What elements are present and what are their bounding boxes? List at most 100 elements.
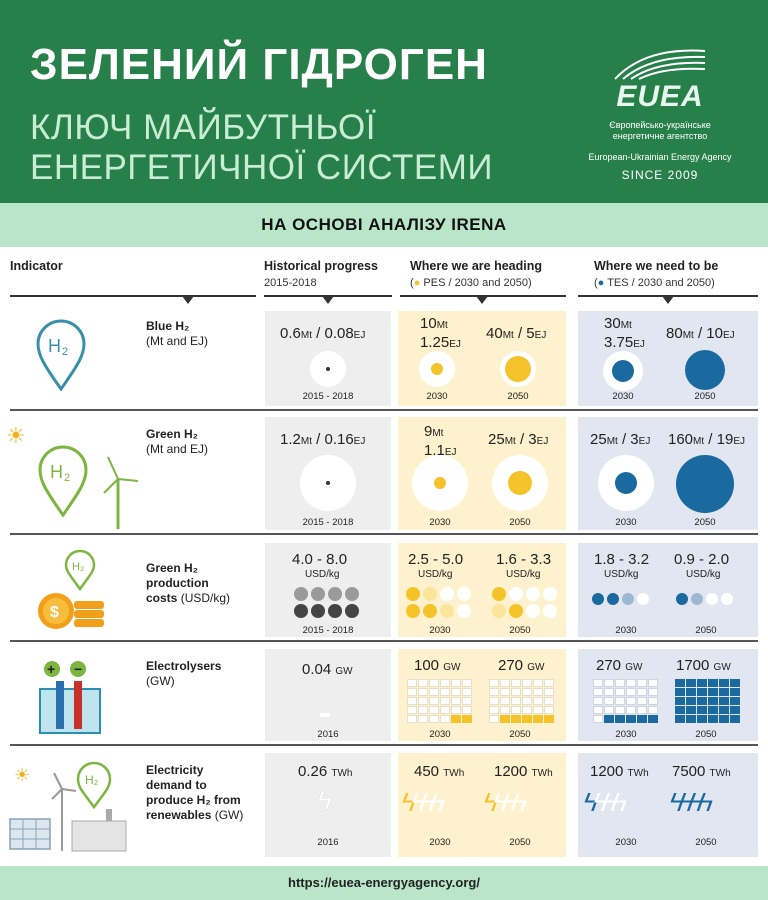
capacity-cell (686, 697, 696, 705)
capacity-cell (500, 688, 510, 696)
row5-hist-panel (265, 753, 391, 857)
row5-pes2030-unit: TWh (443, 768, 465, 779)
capacity-cell (593, 715, 603, 723)
capacity-cell (637, 688, 647, 696)
row2-tes2030-u1: Mt (606, 436, 618, 447)
capacity-cell (407, 706, 417, 714)
row4-tes2050-value: 1700 GW (676, 657, 731, 674)
row5-tes2030-year: 2030 (615, 837, 637, 848)
row5-pes2050-bolts-icon: ϟϟϟϟ (484, 787, 527, 817)
cost-dot (592, 593, 604, 605)
capacity-cell (489, 679, 499, 687)
capacity-cell (522, 697, 532, 705)
capacity-cell (489, 715, 499, 723)
row1-tes2030-value: 30Mt 3.75EJ (604, 315, 645, 353)
cost-dot (637, 593, 649, 605)
row4-tes2030-v: 270 (596, 657, 622, 674)
row2-tes2050-value: 160Mt / 19EJ (668, 431, 745, 448)
capacity-cell (511, 706, 521, 714)
cost-dot (294, 587, 308, 601)
row2-title: Green H₂ (146, 427, 199, 441)
row1-pes2030-dot (431, 363, 443, 375)
row1-title: Blue H₂ (146, 319, 190, 333)
capacity-cell (604, 715, 614, 723)
col-hist-sub: 2015-2018 (264, 277, 317, 289)
row4-pes2050-value: 270 GW (498, 657, 544, 674)
row5-label: Electricity demand to produce H₂ from re… (146, 763, 243, 823)
row5-tes2030-v: 1200 (590, 763, 624, 780)
capacity-cell (675, 688, 685, 696)
row1-tes2030-v1: 30 (604, 315, 621, 332)
row1-pes2030-v1: 10 (420, 315, 437, 332)
capacity-cell (418, 697, 428, 705)
cost-dot (543, 587, 557, 601)
row1-tes2050-value: 80Mt / 10EJ (666, 325, 735, 342)
row1-pes2050-sep: / 5 (513, 325, 535, 342)
row4-label: Electrolysers (GW) (146, 659, 221, 689)
cost-dot (492, 604, 506, 618)
capacity-cell (500, 706, 510, 714)
cost-dot (311, 604, 325, 618)
row1-sub: (Mt and EJ) (146, 334, 209, 348)
row2-pes2050-dot (508, 471, 532, 495)
row3-tes2030-year: 2030 (615, 625, 637, 636)
row5-title-l2: demand to (146, 778, 207, 792)
row2-pes2030-v2: 1.1 (424, 442, 445, 459)
row2-hist-sep: / 0.16 (311, 431, 354, 448)
row5-tes2050-v: 7500 (672, 763, 706, 780)
logo-since: SINCE 2009 (621, 168, 699, 182)
capacity-cell (615, 706, 625, 714)
row5-tes2050-year: 2050 (695, 837, 717, 848)
cost-dot (607, 593, 619, 605)
electrolyser-icon: + − (39, 661, 101, 734)
row3-title-l1: Green H₂ (146, 561, 199, 575)
row2-tes2030-sep: / 3 (617, 431, 639, 448)
capacity-cell (708, 715, 718, 723)
logo-ua-line1: Європейсько-українське (609, 120, 711, 130)
capacity-cell (697, 697, 707, 705)
cost-dot (457, 604, 471, 618)
cost-dot (509, 587, 523, 601)
row1-tes2030-u2: EJ (633, 339, 645, 350)
cost-dot (423, 587, 437, 601)
capacity-cell (730, 688, 740, 696)
logo-ua-line2: енергетичне агентство (612, 131, 708, 141)
capacity-cell (451, 706, 461, 714)
row2-tes2030-value: 25Mt / 3EJ (590, 431, 650, 448)
row5-tes2030-value: 1200 TWh (590, 763, 649, 780)
capacity-cell (489, 688, 499, 696)
row2-pes2030-dot (434, 477, 446, 489)
row1-hist-u1: Mt (300, 330, 312, 341)
row2-tes2050-sep: / 19 (704, 431, 734, 448)
capacity-cell (451, 697, 461, 705)
row3-pes2030-value: 2.5 - 5.0 (408, 551, 464, 568)
capacity-cell (544, 715, 554, 723)
row3-title-l3b: (USD/kg) (177, 591, 231, 605)
capacity-cell (730, 706, 740, 714)
capacity-cell (462, 697, 472, 705)
row1-pes2030-u1: Mt (436, 320, 448, 331)
row2-pes2050-u1: Mt (504, 436, 516, 447)
row5-pes2050-value: 1200 TWh (494, 763, 553, 780)
capacity-cell (522, 706, 532, 714)
row2-pes2050-year: 2050 (509, 517, 531, 528)
capacity-cell (407, 697, 417, 705)
cost-dot (721, 593, 733, 605)
euea-logo: EUEA Європейсько-українське енергетичне … (585, 45, 735, 182)
capacity-cell (593, 688, 603, 696)
capacity-cell (593, 706, 603, 714)
cost-dot (311, 587, 325, 601)
svg-text:$: $ (50, 604, 59, 621)
row1-label: Blue H₂ (Mt and EJ) (146, 319, 208, 349)
header-banner: ЗЕЛЕНИЙ ГІДРОГЕН КЛЮЧ МАЙБУТНЬОЇ ЕНЕРГЕТ… (0, 0, 768, 203)
row4-pes2030-value: 100 GW (414, 657, 460, 674)
cost-dot (526, 604, 540, 618)
row4-pes2030-v: 100 (414, 657, 440, 674)
row1-hist-value: 0.6Mt / 0.08EJ (280, 325, 365, 342)
capacity-cell (511, 679, 521, 687)
row4-tes2030-unit: GW (625, 662, 643, 673)
title-sub-line1: КЛЮЧ МАЙБУТНЬОЇ (30, 108, 376, 147)
footer-url[interactable]: https://euea-energyagency.org/ (0, 866, 768, 900)
row5-pes2050-v: 1200 (494, 763, 528, 780)
row2-label: Green H₂ (Mt and EJ) (146, 427, 208, 457)
